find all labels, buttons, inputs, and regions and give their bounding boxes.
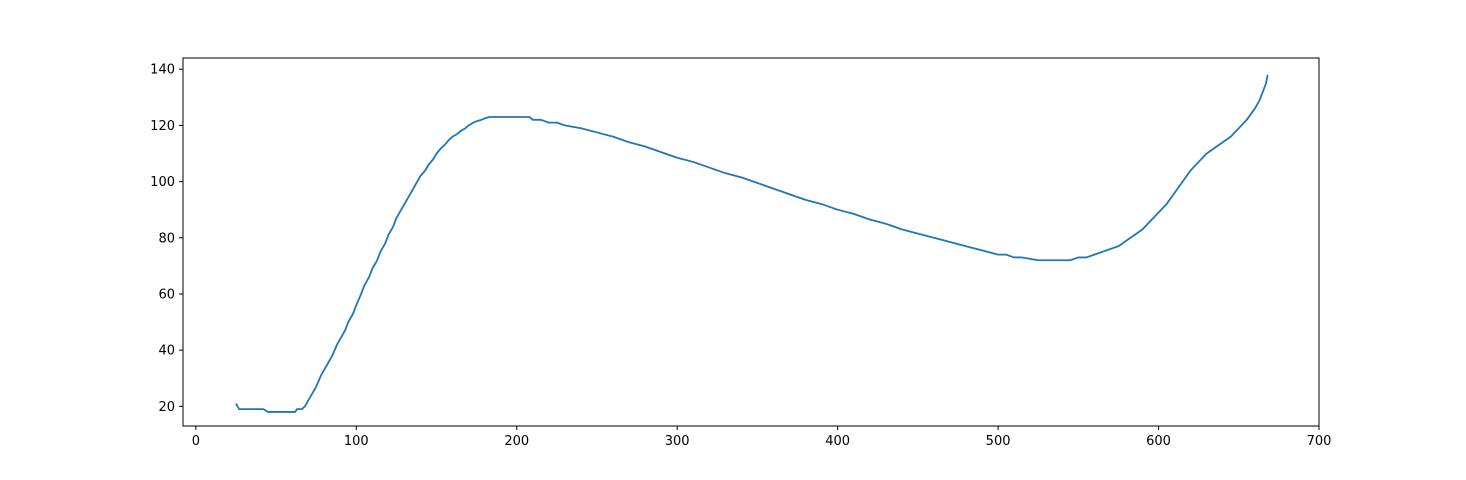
- y-tick-label: 60: [158, 287, 175, 302]
- y-tick-label: 140: [150, 63, 175, 78]
- x-tick-label: 500: [986, 434, 1011, 449]
- x-tick-label: 0: [192, 434, 200, 449]
- y-tick-label: 120: [150, 119, 175, 134]
- x-tick-label: 100: [344, 434, 369, 449]
- x-tick-label: 600: [1146, 434, 1171, 449]
- y-tick-label: 40: [158, 344, 175, 359]
- x-tick-label: 200: [504, 434, 529, 449]
- y-tick-label: 20: [158, 400, 175, 415]
- x-tick-label: 400: [825, 434, 850, 449]
- plot-area: [235, 74, 1269, 413]
- y-axis: 20 40 60 80 100 120 140: [150, 63, 183, 415]
- y-tick-label: 80: [158, 231, 175, 246]
- x-axis: 0 100 200 300 400 500 600 700: [192, 426, 1332, 449]
- y-tick-label: 100: [150, 175, 175, 190]
- x-tick-label: 700: [1307, 434, 1332, 449]
- series-line: [235, 74, 1269, 413]
- x-tick-label: 300: [665, 434, 690, 449]
- axes-frame: [182, 57, 1320, 427]
